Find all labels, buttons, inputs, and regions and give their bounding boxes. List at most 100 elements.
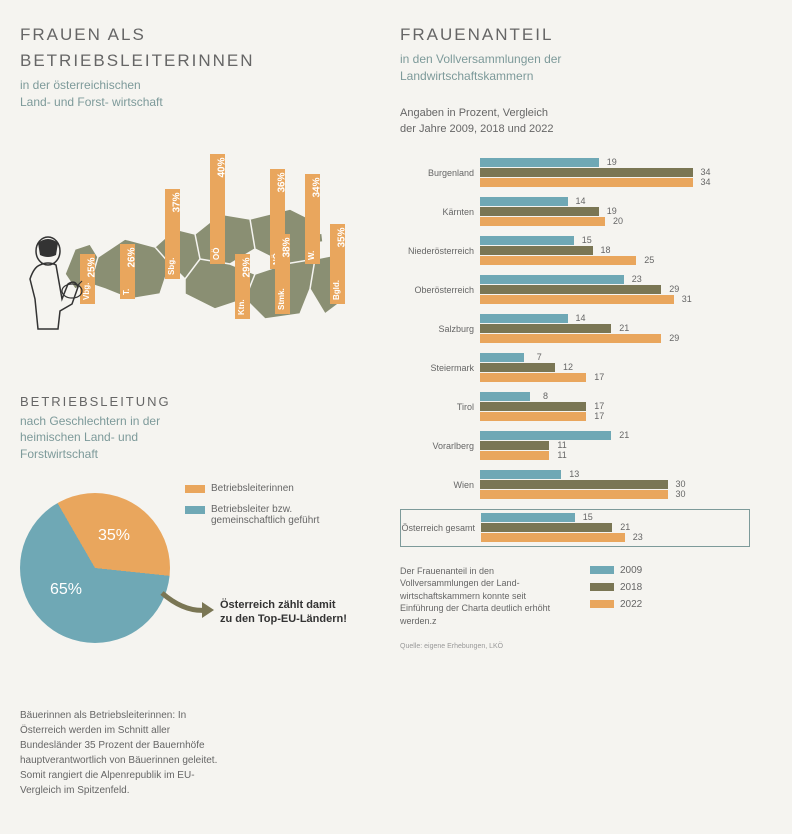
bar: 19 [480,158,599,167]
pie-chart [20,493,170,643]
pillar-pct: 37% [172,192,183,212]
bars-container: 81717 [480,392,750,422]
bar-value: 30 [675,489,685,499]
farmer-woman-icon [20,229,100,339]
left-title-line1: FRAUEN ALS [20,25,370,45]
bar-value: 29 [669,284,679,294]
bar: 8 [480,392,530,401]
bar-value: 25 [644,255,654,265]
bar-group: Tirol81717 [400,392,750,422]
bar-region-label: Österreich gesamt [401,523,481,533]
pie-pct-orange: 35% [98,527,130,545]
bar: 17 [480,412,586,421]
bars-container: 14 1920 [480,197,750,227]
bar: 34 [480,168,693,177]
pillar-region: W. [307,250,316,259]
pillar-pct: 36% [277,172,288,192]
year-swatch [590,583,614,591]
bar-group: Burgenland193434 [400,158,750,188]
bar: 17 [480,402,586,411]
right-column: FRAUENANTEIL in den Vollversammlungen de… [400,25,770,798]
year-label: 2009 [620,565,642,576]
bar-group: Niederösterreich151825 [400,236,750,266]
bar-value: 34 [700,177,710,187]
pillar-region: OÖ [212,247,221,259]
bar: 12 [480,363,555,372]
bar-value: 17 [594,401,604,411]
pie-pct-blue: 65% [50,581,82,599]
year-label: 2022 [620,599,642,610]
bars-container: 211111 [480,431,750,461]
subsection-subtitle: nach Geschlechtern in der heimischen Lan… [20,413,200,463]
map-pillar: 34% W. [305,174,320,264]
bar: 15 [481,513,575,522]
bar: 31 [480,295,674,304]
bar-value: 14 [575,196,585,206]
pillar-pct: 40% [217,157,228,177]
bars-container: 152123 [481,513,749,543]
bars-container: 133030 [480,470,750,500]
bar-value: 8 [543,391,548,401]
bar-value: 21 [619,323,629,333]
bar: 23 [480,275,624,284]
swatch-orange [185,485,205,493]
bars-container: 142129 [480,314,750,344]
bar-group: Kärnten141920 [400,197,750,227]
bar: 29 [480,334,661,343]
bar: 34 [480,178,693,187]
bar-value: 11 [557,450,566,460]
bar-value: 15 [583,512,593,522]
year-legend-item: 2022 [590,599,642,610]
map-pillar: 29%Ktn. [235,254,250,319]
right-title: FRAUENANTEIL [400,25,770,45]
bar-value: 17 [594,372,604,382]
map-pillar: 37%Sbg. [165,189,180,279]
bar: 14 [480,197,568,206]
pillar-pct: 26% [127,247,138,267]
year-legend-item: 2018 [590,582,642,593]
bar-value: 20 [613,216,623,226]
legend-label-orange: Betriebsleiterinnen [211,483,294,494]
bar-value: 14 [575,313,585,323]
year-swatch [590,566,614,574]
year-legend-item: 2009 [590,565,642,576]
pillar-pct: 38% [282,237,293,257]
bar: 7 [480,353,524,362]
bar-group: Vorarlberg211111 [400,431,750,461]
left-title-line2: BETRIEBSLEITERINNEN [20,51,370,71]
bar-value: 30 [675,479,685,489]
pie-legend: Betriebsleiterinnen Betriebsleiter bzw. … [185,483,331,536]
pillar-pct: 34% [312,177,323,197]
pillar-region: Stmk. [277,288,286,310]
bar-value: 18 [600,245,610,255]
bar-group: Österreich gesamt152123 [400,509,750,547]
bar-group: Oberösterreich232931 [400,275,750,305]
bar: 30 [480,490,668,499]
bar-value: 13 [569,469,579,479]
bar-region-label: Burgenland [400,168,480,178]
callout-arrow-icon [160,588,220,628]
bar-value: 12 [563,362,573,372]
map-pillar: 35%Bgld. [330,224,345,304]
year-legend: 2009 2018 2022 [590,565,642,628]
legend-item-blue: Betriebsleiter bzw. gemeinschaftlich gef… [185,504,331,526]
bar-region-label: Steiermark [400,363,480,373]
year-label: 2018 [620,582,642,593]
map-pillar: 40% OÖ [210,154,225,264]
bar-value: 23 [633,532,643,542]
swatch-blue [185,506,205,514]
bar: 15 [480,236,574,245]
bar: 23 [481,533,625,542]
bar-group: Wien133030 [400,470,750,500]
bar-value: 29 [669,333,679,343]
pillar-region: Ktn. [237,299,246,315]
bar: 21 [481,523,612,532]
bar: 29 [480,285,661,294]
bar: 21 [480,324,611,333]
bar-region-label: Wien [400,480,480,490]
left-bottom-text: Bäuerinnen als Betriebsleiterinnen: In Ö… [20,708,230,798]
bar-value: 19 [607,206,617,216]
subsection-title: BETRIEBSLEITUNG [20,394,370,409]
right-bottom-text: Der Frauenanteil in den Vollversammlunge… [400,565,560,628]
callout-text: Österreich zählt damit zu den Top-EU-Län… [220,598,350,627]
